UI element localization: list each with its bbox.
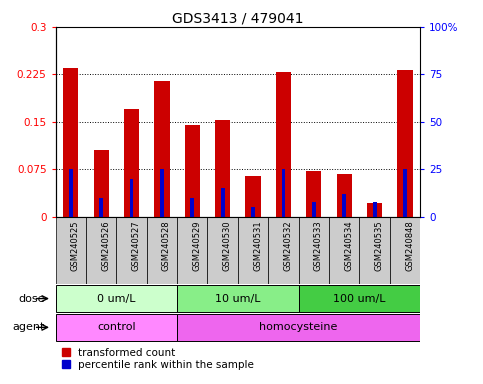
Bar bbox=[403, 169, 407, 217]
FancyBboxPatch shape bbox=[86, 217, 116, 284]
Bar bbox=[373, 202, 377, 217]
FancyBboxPatch shape bbox=[56, 217, 86, 284]
Title: GDS3413 / 479041: GDS3413 / 479041 bbox=[172, 12, 304, 26]
Text: GSM240528: GSM240528 bbox=[162, 220, 171, 271]
Bar bbox=[94, 151, 109, 217]
Text: dose: dose bbox=[18, 293, 44, 304]
Text: GSM240525: GSM240525 bbox=[71, 220, 80, 271]
Bar bbox=[306, 171, 322, 217]
Bar bbox=[215, 120, 230, 217]
Text: agent: agent bbox=[12, 322, 44, 333]
Bar bbox=[398, 70, 412, 217]
Legend: transformed count, percentile rank within the sample: transformed count, percentile rank withi… bbox=[61, 347, 256, 371]
FancyBboxPatch shape bbox=[56, 313, 177, 341]
Text: control: control bbox=[97, 322, 136, 333]
FancyBboxPatch shape bbox=[298, 285, 420, 313]
FancyBboxPatch shape bbox=[177, 313, 420, 341]
Text: 0 um/L: 0 um/L bbox=[97, 293, 136, 304]
FancyBboxPatch shape bbox=[329, 217, 359, 284]
FancyBboxPatch shape bbox=[298, 217, 329, 284]
FancyBboxPatch shape bbox=[268, 217, 298, 284]
Bar bbox=[69, 169, 72, 217]
Bar bbox=[154, 81, 170, 217]
Bar bbox=[63, 68, 78, 217]
Bar bbox=[251, 207, 255, 217]
Text: GSM240530: GSM240530 bbox=[223, 220, 232, 271]
Bar bbox=[337, 174, 352, 217]
Bar bbox=[312, 202, 316, 217]
Text: GSM240534: GSM240534 bbox=[344, 220, 353, 271]
Text: 100 um/L: 100 um/L bbox=[333, 293, 386, 304]
Bar bbox=[129, 179, 133, 217]
FancyBboxPatch shape bbox=[177, 217, 208, 284]
Bar bbox=[276, 73, 291, 217]
Bar bbox=[185, 125, 200, 217]
Text: 10 um/L: 10 um/L bbox=[215, 293, 261, 304]
Text: GSM240529: GSM240529 bbox=[192, 220, 201, 271]
FancyBboxPatch shape bbox=[359, 217, 390, 284]
FancyBboxPatch shape bbox=[390, 217, 420, 284]
Bar bbox=[367, 203, 382, 217]
FancyBboxPatch shape bbox=[177, 285, 298, 313]
Text: GSM240535: GSM240535 bbox=[375, 220, 384, 271]
Text: GSM240526: GSM240526 bbox=[101, 220, 110, 271]
Bar bbox=[160, 169, 164, 217]
Bar bbox=[282, 169, 285, 217]
Bar bbox=[221, 189, 225, 217]
FancyBboxPatch shape bbox=[56, 285, 177, 313]
Text: homocysteine: homocysteine bbox=[259, 322, 338, 333]
Bar bbox=[245, 176, 261, 217]
Bar bbox=[99, 198, 103, 217]
FancyBboxPatch shape bbox=[208, 217, 238, 284]
FancyBboxPatch shape bbox=[147, 217, 177, 284]
Text: GSM240527: GSM240527 bbox=[131, 220, 141, 271]
Bar bbox=[190, 198, 194, 217]
Text: GSM240848: GSM240848 bbox=[405, 220, 414, 271]
FancyBboxPatch shape bbox=[238, 217, 268, 284]
Text: GSM240533: GSM240533 bbox=[314, 220, 323, 271]
Text: GSM240531: GSM240531 bbox=[253, 220, 262, 271]
Text: GSM240532: GSM240532 bbox=[284, 220, 293, 271]
Bar bbox=[124, 109, 139, 217]
Bar bbox=[342, 194, 346, 217]
FancyBboxPatch shape bbox=[116, 217, 147, 284]
